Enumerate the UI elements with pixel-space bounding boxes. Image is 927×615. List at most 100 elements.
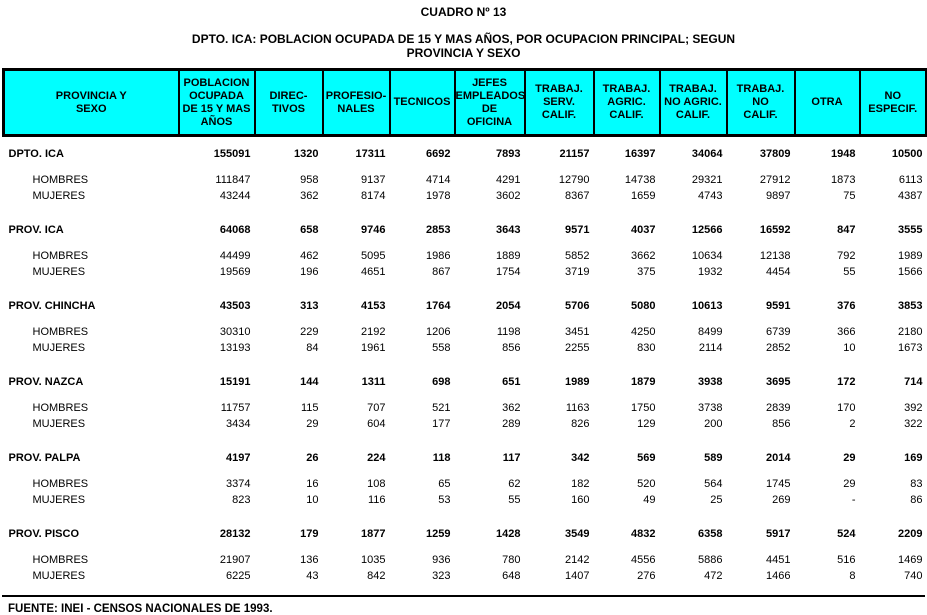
row-label: MUJERES <box>32 266 86 278</box>
cell: 1978 <box>426 190 451 202</box>
cell: 1469 <box>898 554 923 566</box>
cell: 196 <box>300 266 319 278</box>
cell: 13193 <box>219 342 251 354</box>
cell: 3938 <box>698 376 723 388</box>
row-label: HOMBRES <box>32 554 89 566</box>
cell: 658 <box>300 224 319 236</box>
cell: 4714 <box>426 174 451 186</box>
cell: 2839 <box>766 402 791 414</box>
cell: 4454 <box>766 266 791 278</box>
cell: 27912 <box>759 174 791 186</box>
cell: 3451 <box>565 326 590 338</box>
table-row: MUJERES 13193 84 1961 558 856 2255 830 2114 2852 1… <box>4 340 927 365</box>
cell: 11757 <box>220 402 251 414</box>
cell: 55 <box>508 494 521 506</box>
table-body: DPTO. ICA 155091 1320 17311 6692 7893 21157 163… <box>4 136 927 594</box>
cell: 589 <box>704 452 723 464</box>
cell: 37809 <box>759 148 791 160</box>
cell: 1745 <box>766 478 791 490</box>
data-table: PROVINCIA Y SEXO POBLACION OCUPADA DE 15 … <box>2 68 927 593</box>
cell: 12566 <box>691 224 723 236</box>
cell: 1198 <box>496 326 521 338</box>
table-row: MUJERES 3434 29 604 177 289 826 129 200 856 2 322 <box>4 416 927 441</box>
table-header-row: PROVINCIA Y SEXO POBLACION OCUPADA DE 15 … <box>2 68 927 137</box>
subtitle-line-2: PROVINCIA Y SEXO <box>406 46 521 60</box>
cell: 1311 <box>361 376 386 388</box>
cell: 16592 <box>759 224 791 236</box>
cell: 169 <box>904 452 923 464</box>
cell: 86 <box>910 494 923 506</box>
cell: 136 <box>300 554 319 566</box>
cell: 4250 <box>631 326 656 338</box>
cell: 7893 <box>496 148 521 160</box>
cell: 3434 <box>226 418 251 430</box>
cell: 366 <box>837 326 856 338</box>
cell: 269 <box>772 494 791 506</box>
cell: 5080 <box>631 300 656 312</box>
table-row: PROV. PISCO 28132 179 1877 1259 1428 3549 4832 6… <box>4 517 927 552</box>
cell: 16 <box>306 478 319 490</box>
cell: 1754 <box>496 266 521 278</box>
table-row: MUJERES 823 10 116 53 55 160 49 25 269 - 86 <box>4 492 927 517</box>
table-row: MUJERES 6225 43 842 323 648 1407 276 472 1466 8 740 <box>4 568 927 593</box>
cell: 8174 <box>361 190 386 202</box>
cell: 648 <box>502 570 521 582</box>
cell: 780 <box>502 554 521 566</box>
cell: 144 <box>300 376 319 388</box>
cell: 2142 <box>565 554 590 566</box>
cell: 10 <box>306 494 319 506</box>
cell: 1428 <box>496 528 521 540</box>
column-header-trabaj-no-calif: TRABAJ. NO CALIF. <box>725 68 796 137</box>
cell: 29 <box>843 452 856 464</box>
cell: 200 <box>704 418 723 430</box>
cell: 43503 <box>219 300 251 312</box>
cell: 4153 <box>361 300 386 312</box>
cell: 1407 <box>565 570 590 582</box>
table-row: HOMBRES 3374 16 108 65 62 182 520 564 1745 29 83 <box>4 476 927 492</box>
cell: 9897 <box>766 190 791 202</box>
cell: 75 <box>843 190 856 202</box>
column-header-otra: OTRA <box>793 68 861 137</box>
cell: 362 <box>502 402 521 414</box>
cell: 362 <box>300 190 319 202</box>
cell: 14738 <box>624 174 656 186</box>
table-subtitle: DPTO. ICA: POBLACION OCUPADA DE 15 Y MAS… <box>0 32 927 60</box>
column-header-jefes-empleados-oficina: JEFES EMPLEADOS DE OFICINA <box>453 68 526 137</box>
cell: 30310 <box>219 326 251 338</box>
cell: 5886 <box>698 554 723 566</box>
cell: 569 <box>637 452 656 464</box>
cell: 322 <box>904 418 923 430</box>
cell: 375 <box>637 266 656 278</box>
cell: 826 <box>571 418 590 430</box>
column-header-trabaj-no-agric-calif: TRABAJ. NO AGRIC. CALIF. <box>658 68 728 137</box>
cell: 516 <box>837 554 856 566</box>
cell: 2209 <box>898 528 923 540</box>
cell: 4556 <box>631 554 656 566</box>
cell: 1877 <box>361 528 386 540</box>
cell: 1989 <box>898 250 923 262</box>
cell: 1932 <box>698 266 723 278</box>
row-label: DPTO. ICA <box>8 148 64 160</box>
cell: 44499 <box>219 250 251 262</box>
table-row: PROV. CHINCHA 43503 313 4153 1764 2054 5706 508… <box>4 289 927 324</box>
cell: 116 <box>367 494 386 506</box>
cell: 34064 <box>691 148 723 160</box>
row-label: PROV. PISCO <box>8 528 80 540</box>
cell: 17311 <box>355 148 386 160</box>
cell: 1466 <box>766 570 791 582</box>
cell: 182 <box>571 478 590 490</box>
cell: 714 <box>904 376 923 388</box>
cell: 3643 <box>496 224 521 236</box>
cell: 1873 <box>831 174 856 186</box>
cell: 698 <box>432 376 451 388</box>
cell: 1259 <box>426 528 451 540</box>
cell: 2114 <box>698 342 723 354</box>
table-row: PROV. ICA 64068 658 9746 2853 3643 9571 4037 125… <box>4 213 927 248</box>
cell: 2 <box>849 418 856 430</box>
cell: 29 <box>843 478 856 490</box>
cell: 2852 <box>766 342 791 354</box>
cell: 224 <box>367 452 386 464</box>
table-row: PROV. NAZCA 15191 144 1311 698 651 1989 1879 393… <box>4 365 927 400</box>
table-row: MUJERES 43244 362 8174 1978 3602 8367 1659 4743 9… <box>4 188 927 213</box>
cell: 4651 <box>361 266 386 278</box>
